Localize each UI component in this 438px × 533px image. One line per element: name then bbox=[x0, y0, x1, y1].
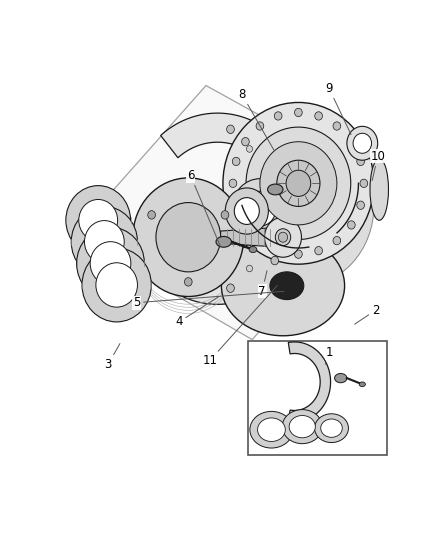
Ellipse shape bbox=[216, 237, 231, 247]
Ellipse shape bbox=[77, 227, 145, 300]
Text: 11: 11 bbox=[202, 286, 277, 367]
Ellipse shape bbox=[276, 229, 291, 246]
Ellipse shape bbox=[85, 221, 124, 263]
Ellipse shape bbox=[221, 236, 345, 336]
Ellipse shape bbox=[249, 246, 257, 253]
Ellipse shape bbox=[223, 126, 374, 287]
Ellipse shape bbox=[90, 241, 131, 285]
Ellipse shape bbox=[347, 138, 355, 146]
Ellipse shape bbox=[71, 206, 138, 277]
Ellipse shape bbox=[247, 146, 253, 152]
Text: 8: 8 bbox=[239, 88, 274, 150]
Ellipse shape bbox=[274, 112, 282, 120]
Ellipse shape bbox=[265, 217, 301, 257]
Text: 2: 2 bbox=[355, 304, 379, 324]
Ellipse shape bbox=[282, 410, 322, 443]
Ellipse shape bbox=[275, 182, 281, 189]
Ellipse shape bbox=[286, 170, 311, 196]
Ellipse shape bbox=[347, 126, 378, 160]
Ellipse shape bbox=[274, 247, 282, 255]
Ellipse shape bbox=[357, 157, 364, 166]
Ellipse shape bbox=[256, 122, 264, 130]
Ellipse shape bbox=[333, 237, 341, 245]
Ellipse shape bbox=[268, 184, 283, 195]
Ellipse shape bbox=[271, 152, 279, 161]
Ellipse shape bbox=[275, 229, 281, 236]
Ellipse shape bbox=[321, 419, 342, 438]
Ellipse shape bbox=[226, 284, 234, 293]
Ellipse shape bbox=[242, 138, 249, 146]
Text: 3: 3 bbox=[105, 344, 120, 371]
Text: 9: 9 bbox=[325, 82, 351, 135]
Ellipse shape bbox=[370, 159, 389, 220]
Ellipse shape bbox=[314, 414, 349, 442]
Ellipse shape bbox=[232, 157, 240, 166]
Ellipse shape bbox=[79, 199, 117, 241]
Ellipse shape bbox=[258, 418, 285, 441]
Ellipse shape bbox=[347, 221, 355, 229]
Ellipse shape bbox=[260, 142, 337, 225]
Ellipse shape bbox=[221, 211, 229, 219]
Ellipse shape bbox=[315, 247, 322, 255]
Ellipse shape bbox=[315, 112, 322, 120]
Text: 10: 10 bbox=[370, 150, 385, 181]
Text: 1: 1 bbox=[325, 346, 333, 364]
Text: 4: 4 bbox=[175, 296, 219, 328]
Ellipse shape bbox=[232, 201, 240, 209]
Ellipse shape bbox=[225, 188, 268, 234]
Ellipse shape bbox=[66, 185, 131, 255]
Ellipse shape bbox=[301, 177, 308, 183]
Ellipse shape bbox=[246, 127, 351, 239]
Ellipse shape bbox=[357, 201, 364, 209]
Ellipse shape bbox=[156, 203, 221, 272]
Polygon shape bbox=[73, 85, 387, 340]
Ellipse shape bbox=[256, 237, 264, 245]
Ellipse shape bbox=[270, 272, 304, 300]
Ellipse shape bbox=[294, 108, 302, 117]
Ellipse shape bbox=[335, 374, 347, 383]
Ellipse shape bbox=[271, 256, 279, 265]
Ellipse shape bbox=[279, 232, 288, 242]
Ellipse shape bbox=[360, 179, 367, 188]
Ellipse shape bbox=[148, 211, 155, 219]
Ellipse shape bbox=[247, 265, 253, 272]
Ellipse shape bbox=[242, 221, 249, 229]
Bar bbox=[248, 341, 387, 455]
Ellipse shape bbox=[229, 179, 237, 188]
Ellipse shape bbox=[359, 382, 365, 386]
Text: 7: 7 bbox=[258, 271, 267, 297]
Ellipse shape bbox=[353, 133, 371, 154]
Ellipse shape bbox=[184, 278, 192, 286]
Ellipse shape bbox=[133, 178, 244, 296]
Ellipse shape bbox=[234, 198, 259, 224]
Ellipse shape bbox=[223, 102, 374, 264]
Text: 6: 6 bbox=[187, 169, 220, 246]
Ellipse shape bbox=[226, 125, 234, 133]
Ellipse shape bbox=[294, 250, 302, 259]
Polygon shape bbox=[221, 228, 269, 246]
Ellipse shape bbox=[277, 160, 320, 206]
Ellipse shape bbox=[82, 248, 151, 322]
Ellipse shape bbox=[289, 416, 315, 438]
Ellipse shape bbox=[250, 411, 293, 448]
Text: 5: 5 bbox=[133, 292, 284, 309]
Polygon shape bbox=[288, 342, 331, 422]
Ellipse shape bbox=[288, 205, 296, 213]
Ellipse shape bbox=[232, 179, 288, 239]
Ellipse shape bbox=[96, 263, 138, 307]
Ellipse shape bbox=[244, 191, 276, 226]
Ellipse shape bbox=[333, 122, 341, 130]
Polygon shape bbox=[161, 113, 306, 304]
